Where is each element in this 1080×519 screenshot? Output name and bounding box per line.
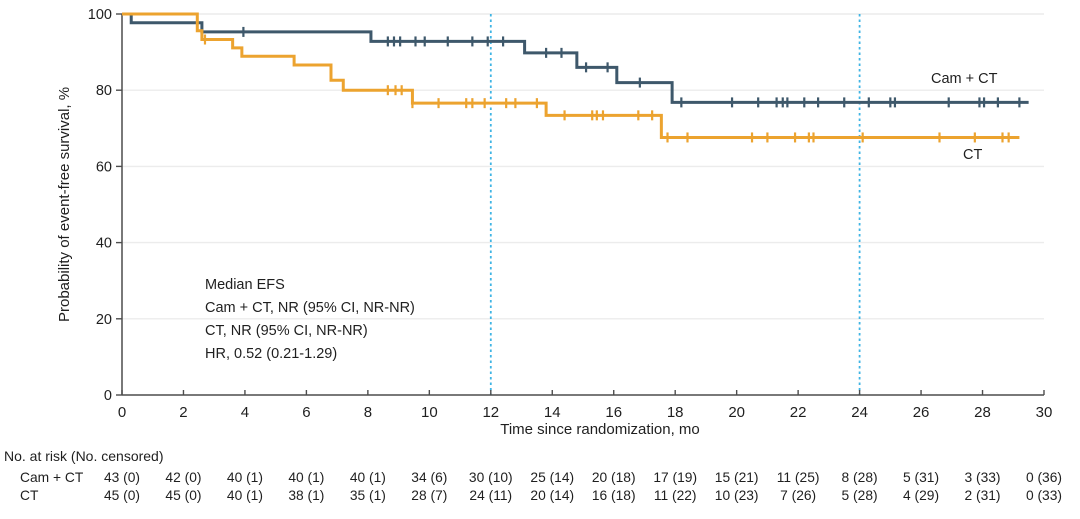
risk-cell: 40 (1)	[349, 470, 386, 485]
risk-cell: 43 (0)	[103, 470, 141, 485]
x-tick-label-12: 12	[482, 404, 499, 421]
curve-label-cam-ct: Cam + CT	[931, 71, 998, 87]
risk-cell: 35 (1)	[349, 488, 386, 503]
risk-cell: 17 (19)	[653, 470, 698, 485]
x-tick-label-18: 18	[667, 404, 684, 421]
x-tick-label-4: 4	[241, 404, 249, 421]
risk-table-header: No. at risk (No. censored)	[4, 448, 164, 464]
risk-cell: 3 (33)	[964, 470, 1001, 485]
risk-cell: 20 (14)	[530, 488, 575, 503]
risk-cell: 40 (1)	[226, 488, 263, 503]
risk-cell: 45 (0)	[165, 488, 202, 503]
risk-cell: 34 (6)	[411, 470, 448, 485]
risk-cell: 45 (0)	[103, 488, 141, 503]
x-tick-label-2: 2	[179, 404, 187, 421]
y-tick-label-40: 40	[96, 236, 112, 252]
x-tick-label-20: 20	[728, 404, 745, 421]
km-curve-cam-ct	[122, 12, 1029, 104]
risk-cell: 38 (1)	[288, 488, 325, 503]
annotation-line-median: Median EFS	[205, 277, 285, 293]
x-tick-label-14: 14	[544, 404, 561, 421]
y-tick-label-80: 80	[96, 83, 112, 99]
x-tick-label-28: 28	[974, 404, 991, 421]
risk-cell: 25 (14)	[530, 470, 575, 485]
x-tick-label-24: 24	[851, 404, 868, 421]
y-tick-label-100: 100	[88, 7, 112, 23]
risk-cell: 11 (25)	[776, 470, 820, 485]
risk-row-label-cam-ct: Cam + CT	[20, 470, 84, 485]
median-efs-annotation: Median EFS Cam + CT, NR (95% CI, NR-NR) …	[205, 274, 415, 366]
annotation-line-hr: HR, 0.52 (0.21-1.29)	[205, 346, 338, 362]
x-tick-label-30: 30	[1036, 404, 1053, 421]
x-tick-label-8: 8	[364, 404, 372, 421]
risk-cell: 16 (18)	[591, 488, 636, 503]
x-tick-label-6: 6	[302, 404, 310, 421]
risk-cell: 24 (11)	[469, 488, 513, 503]
risk-cell: 5 (28)	[841, 488, 878, 503]
x-tick-label-22: 22	[790, 404, 807, 421]
risk-cell: 28 (7)	[411, 488, 448, 503]
risk-cell: 15 (21)	[714, 470, 759, 485]
y-axis-title: Probability of event-free survival, %	[56, 86, 73, 323]
risk-cell: 20 (18)	[591, 470, 636, 485]
risk-cell: 4 (29)	[903, 488, 940, 503]
x-tick-label-26: 26	[913, 404, 930, 421]
risk-cell: 40 (1)	[226, 470, 263, 485]
x-tick-label-0: 0	[118, 404, 126, 421]
risk-row-label-ct: CT	[20, 488, 39, 503]
risk-cell: 5 (31)	[903, 470, 940, 485]
y-tick-label-0: 0	[104, 388, 112, 404]
risk-cell: 40 (1)	[288, 470, 325, 485]
curve-label-ct: CT	[963, 147, 983, 163]
y-tick-label-60: 60	[96, 159, 112, 175]
risk-cell: 10 (23)	[714, 488, 759, 503]
risk-cell: 30 (10)	[468, 470, 513, 485]
y-tick-label-20: 20	[96, 312, 112, 328]
km-curve-ct	[122, 12, 1020, 139]
risk-cell: 2 (31)	[964, 488, 1001, 503]
annotation-line-ct: CT, NR (95% CI, NR-NR)	[205, 323, 368, 339]
risk-cell: 0 (33)	[1025, 488, 1062, 503]
x-axis-title: Time since randomization, mo	[500, 421, 700, 438]
risk-cell: 7 (26)	[780, 488, 817, 503]
risk-cell: 8 (28)	[841, 470, 878, 485]
risk-cell: 42 (0)	[165, 470, 202, 485]
x-tick-label-10: 10	[421, 404, 438, 421]
risk-cell: 0 (36)	[1025, 470, 1062, 485]
annotation-line-camct: Cam + CT, NR (95% CI, NR-NR)	[205, 300, 415, 316]
x-tick-label-16: 16	[605, 404, 622, 421]
risk-cell: 11 (22)	[653, 488, 697, 503]
